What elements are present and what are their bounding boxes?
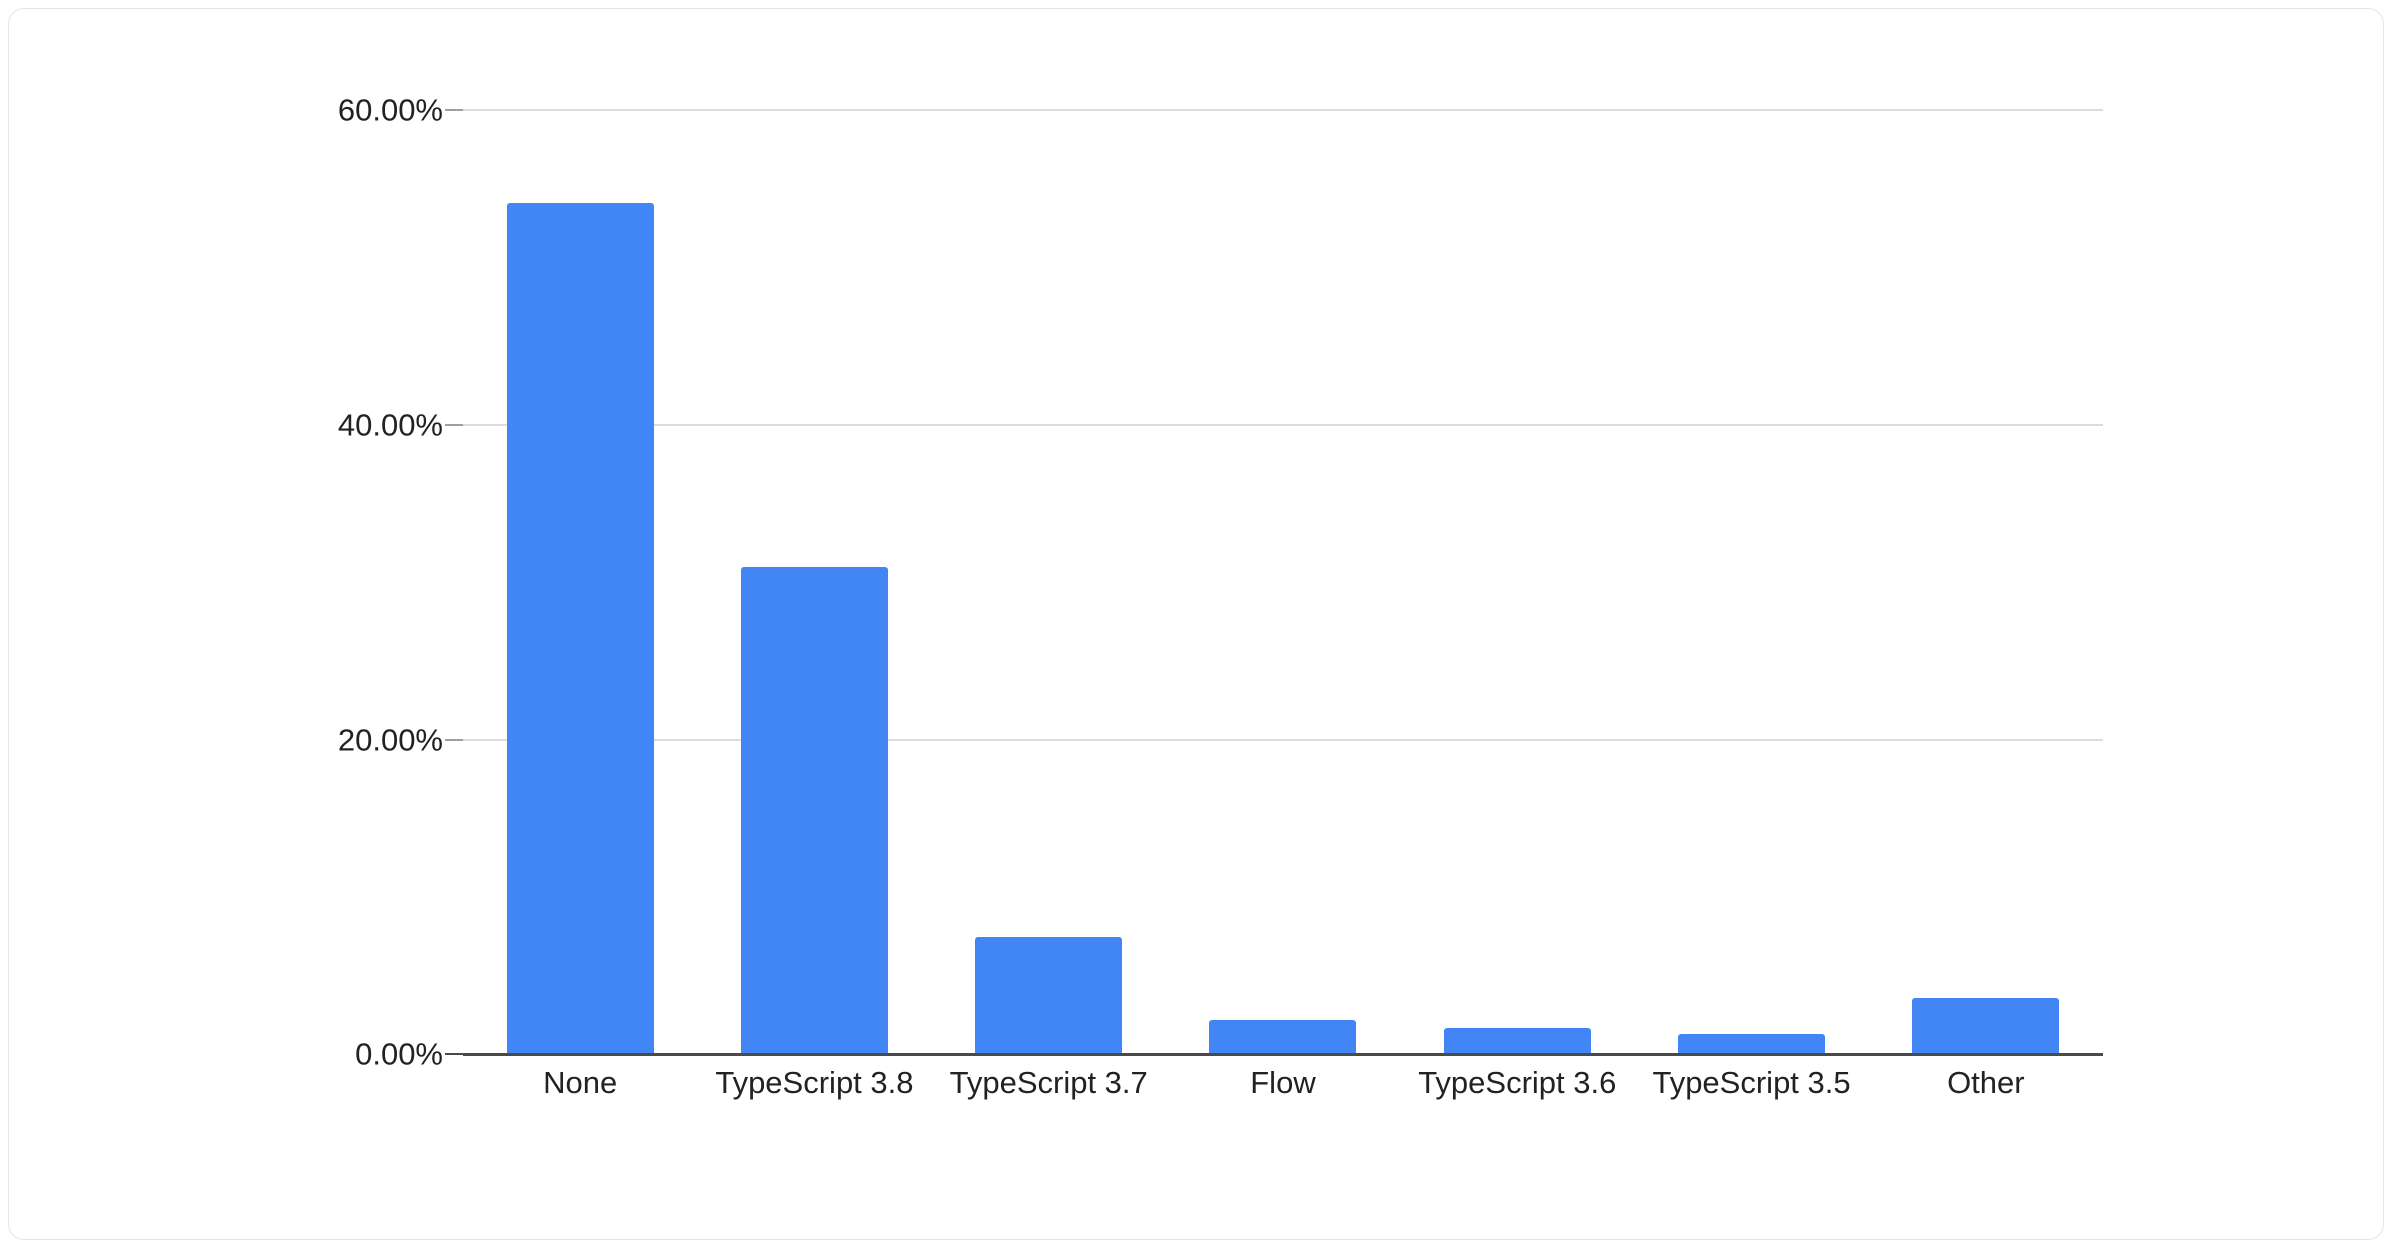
y-tick-label-60: 60.00%: [337, 92, 443, 128]
bar-band-typescript-3-6: [1400, 101, 1634, 1053]
bar-chart: 60.00% 40.00% 20.00% 0.00%: [9, 9, 2383, 1239]
y-tick-stub-20: [445, 739, 463, 741]
bar-typescript-3-6[interactable]: [1443, 1027, 1591, 1053]
bar-typescript-3-5[interactable]: [1678, 1034, 1826, 1053]
bar-other[interactable]: [1912, 997, 2060, 1053]
bar-band-typescript-3-8: [697, 101, 931, 1053]
bar-band-flow: [1166, 101, 1400, 1053]
gridline-20: [463, 739, 2103, 741]
x-label-flow: Flow: [1250, 1065, 1316, 1100]
bar-flow[interactable]: [1209, 1019, 1357, 1053]
bar-band-typescript-3-7: [932, 101, 1166, 1053]
y-tick-stub-60: [445, 109, 463, 111]
bar-band-typescript-3-5: [1634, 101, 1868, 1053]
x-axis-line: [463, 1053, 2103, 1056]
bar-typescript-3-7[interactable]: [975, 936, 1123, 1053]
y-tick-label-20: 20.00%: [337, 722, 443, 758]
x-label-typescript-3-8: TypeScript 3.8: [715, 1065, 914, 1100]
x-label-typescript-3-5: TypeScript 3.5: [1652, 1065, 1851, 1100]
bar-band-none: [463, 101, 697, 1053]
y-tick-stub-0: [445, 1053, 463, 1055]
gridline-40: [463, 424, 2103, 426]
bar-typescript-3-8[interactable]: [740, 566, 888, 1053]
y-tick-label-40: 40.00%: [337, 407, 443, 443]
x-label-none: None: [543, 1065, 618, 1100]
x-label-other: Other: [1947, 1065, 2025, 1100]
bars-group: [463, 101, 2103, 1053]
chart-card: 60.00% 40.00% 20.00% 0.00%: [8, 8, 2384, 1240]
x-label-typescript-3-6: TypeScript 3.6: [1418, 1065, 1617, 1100]
bar-none[interactable]: [506, 203, 654, 1053]
y-tick-label-0: 0.00%: [355, 1036, 443, 1072]
gridline-60: [463, 109, 2103, 111]
y-tick-stub-40: [445, 424, 463, 426]
x-axis-labels: None TypeScript 3.8 TypeScript 3.7 Flow …: [463, 1065, 2103, 1102]
x-label-typescript-3-7: TypeScript 3.7: [949, 1065, 1148, 1100]
bar-band-other: [1869, 101, 2103, 1053]
